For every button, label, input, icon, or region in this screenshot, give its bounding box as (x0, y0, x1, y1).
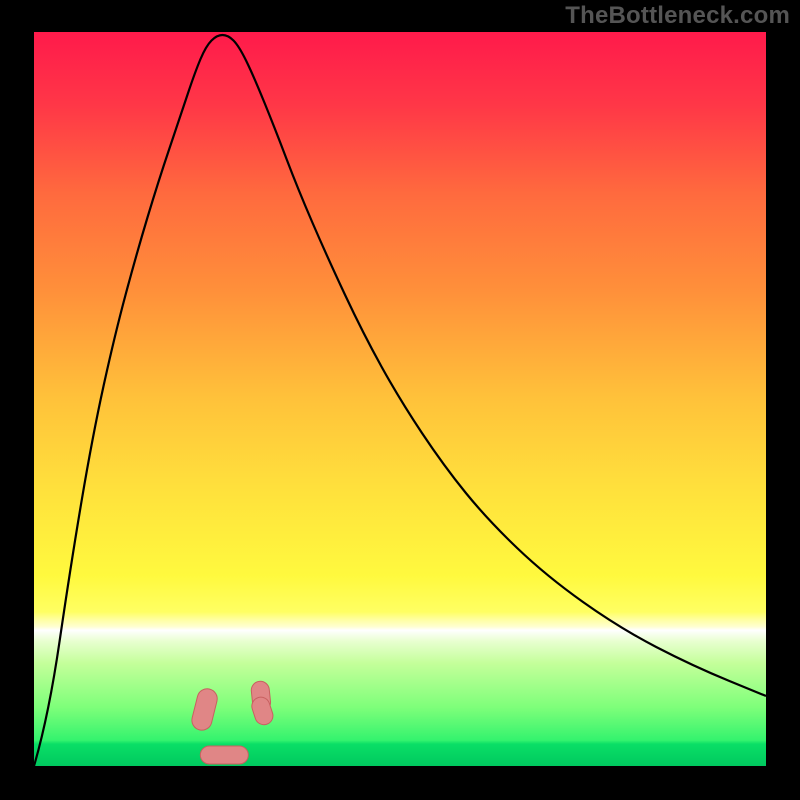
marker-capsule (200, 746, 248, 764)
plot-overlay (0, 0, 800, 800)
watermark-text: TheBottleneck.com (565, 2, 790, 30)
bottleneck-curve (19, 35, 766, 800)
marker-capsule (190, 687, 220, 733)
curve-markers (190, 680, 275, 764)
